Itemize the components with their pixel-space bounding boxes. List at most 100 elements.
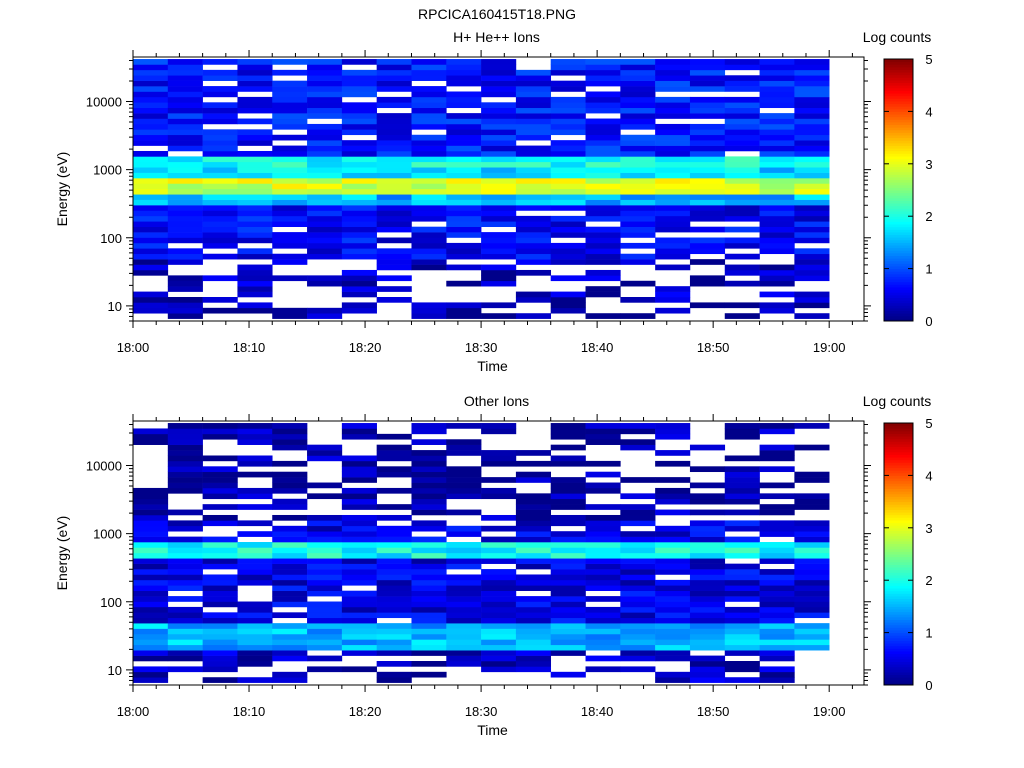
heatmap-cell xyxy=(237,639,273,646)
heatmap-cell xyxy=(237,531,273,537)
heatmap-cell xyxy=(655,102,691,109)
heatmap-cell xyxy=(411,547,447,554)
heatmap-cell xyxy=(411,558,447,564)
colorbar-step xyxy=(884,158,913,162)
heatmap-cell xyxy=(620,444,656,451)
colorbar-step xyxy=(884,498,913,503)
colorbar-step xyxy=(884,187,913,191)
heatmap-cell xyxy=(237,264,273,271)
heatmap-cell xyxy=(272,150,308,157)
colorbar-step xyxy=(884,470,913,474)
heatmap-cell xyxy=(689,552,726,559)
heatmap-cell xyxy=(481,612,517,619)
heatmap-cell xyxy=(481,264,517,271)
heatmap-cell xyxy=(515,661,552,667)
heatmap-cell xyxy=(655,612,691,619)
heatmap-cell xyxy=(237,302,273,309)
heatmap-cell xyxy=(307,253,343,260)
heatmap-cell xyxy=(515,183,552,190)
heatmap-cell xyxy=(411,590,447,597)
heatmap-cell xyxy=(272,59,308,65)
y-tick-label: 100 xyxy=(100,595,122,610)
heatmap-cell xyxy=(307,590,343,597)
heatmap-cell xyxy=(133,558,169,564)
heatmap-cell xyxy=(167,64,203,71)
heatmap-cell xyxy=(620,493,656,500)
heatmap-cell xyxy=(376,563,412,570)
x-tick-label: 18:50 xyxy=(697,704,730,719)
heatmap-cell xyxy=(376,286,412,292)
heatmap-cell xyxy=(341,286,377,292)
y-tick-label: 1000 xyxy=(93,527,122,542)
heatmap-cell xyxy=(585,75,621,81)
heatmap-cell xyxy=(481,628,517,635)
colorbar-step xyxy=(884,551,913,555)
heatmap-cell xyxy=(307,237,343,244)
heatmap-cell xyxy=(585,161,621,168)
heatmap-cell xyxy=(550,444,586,451)
heatmap-cell xyxy=(202,253,238,260)
heatmap-cell xyxy=(550,482,586,489)
heatmap-cell xyxy=(133,547,169,554)
heatmap-cell xyxy=(133,601,169,608)
heatmap-cell xyxy=(620,242,656,249)
heatmap-cell xyxy=(550,188,586,195)
heatmap-cell xyxy=(481,477,517,483)
heatmap-cell xyxy=(655,552,691,559)
heatmap-cell xyxy=(550,650,586,656)
heatmap-cell xyxy=(724,156,760,163)
heatmap-cell xyxy=(167,563,203,570)
heatmap-cell xyxy=(202,579,238,586)
heatmap-cell xyxy=(133,650,169,656)
heatmap-cell xyxy=(133,199,169,206)
heatmap-cell xyxy=(481,280,517,287)
heatmap-cell xyxy=(237,460,273,467)
heatmap-cell xyxy=(167,210,203,217)
heatmap-cell xyxy=(237,107,273,114)
heatmap-cell xyxy=(272,188,308,195)
heatmap-cell xyxy=(202,102,238,109)
heatmap-cell xyxy=(620,75,656,81)
colorbar-step xyxy=(884,669,913,673)
heatmap-cell xyxy=(411,455,447,462)
heatmap-cell xyxy=(202,161,238,168)
heatmap-cell xyxy=(655,96,691,103)
colorbar-step xyxy=(884,200,913,204)
heatmap-cell xyxy=(446,129,482,136)
colorbar-step xyxy=(884,598,913,602)
heatmap-cell xyxy=(411,482,447,489)
heatmap-cell xyxy=(550,623,586,629)
colorbar-step xyxy=(884,224,913,228)
heatmap-cell xyxy=(759,269,795,276)
heatmap-cell xyxy=(759,59,795,65)
colorbar-step xyxy=(884,564,913,568)
heatmap-cell xyxy=(724,178,760,184)
heatmap-cell xyxy=(446,188,482,195)
heatmap-cell xyxy=(655,525,691,532)
heatmap-cell xyxy=(794,504,830,510)
heatmap-cell xyxy=(585,531,621,537)
colorbar-step xyxy=(884,119,913,123)
heatmap-cell xyxy=(655,601,691,608)
heatmap-cell xyxy=(202,574,238,581)
heatmap-cell xyxy=(167,69,203,76)
heatmap-cell xyxy=(515,80,552,87)
heatmap-cell xyxy=(794,150,830,157)
heatmap-cell xyxy=(133,542,169,548)
heatmap-cell xyxy=(341,161,377,168)
heatmap-cell xyxy=(515,547,552,554)
heatmap-cell xyxy=(167,444,203,451)
colorbar-tick-label: 5 xyxy=(925,416,932,431)
heatmap-cell xyxy=(620,542,656,548)
heatmap-cell xyxy=(585,107,621,114)
heatmap-cell xyxy=(759,639,795,646)
colorbar-step xyxy=(884,443,913,448)
heatmap-cell xyxy=(759,569,795,575)
heatmap-cell xyxy=(307,639,343,646)
heatmap-cell xyxy=(620,167,656,173)
colorbar-tick-label: 1 xyxy=(925,626,932,641)
heatmap-cell xyxy=(724,242,760,249)
y-tick-label: 10 xyxy=(108,663,122,678)
heatmap-cell xyxy=(655,563,691,570)
heatmap-cell xyxy=(237,563,273,570)
